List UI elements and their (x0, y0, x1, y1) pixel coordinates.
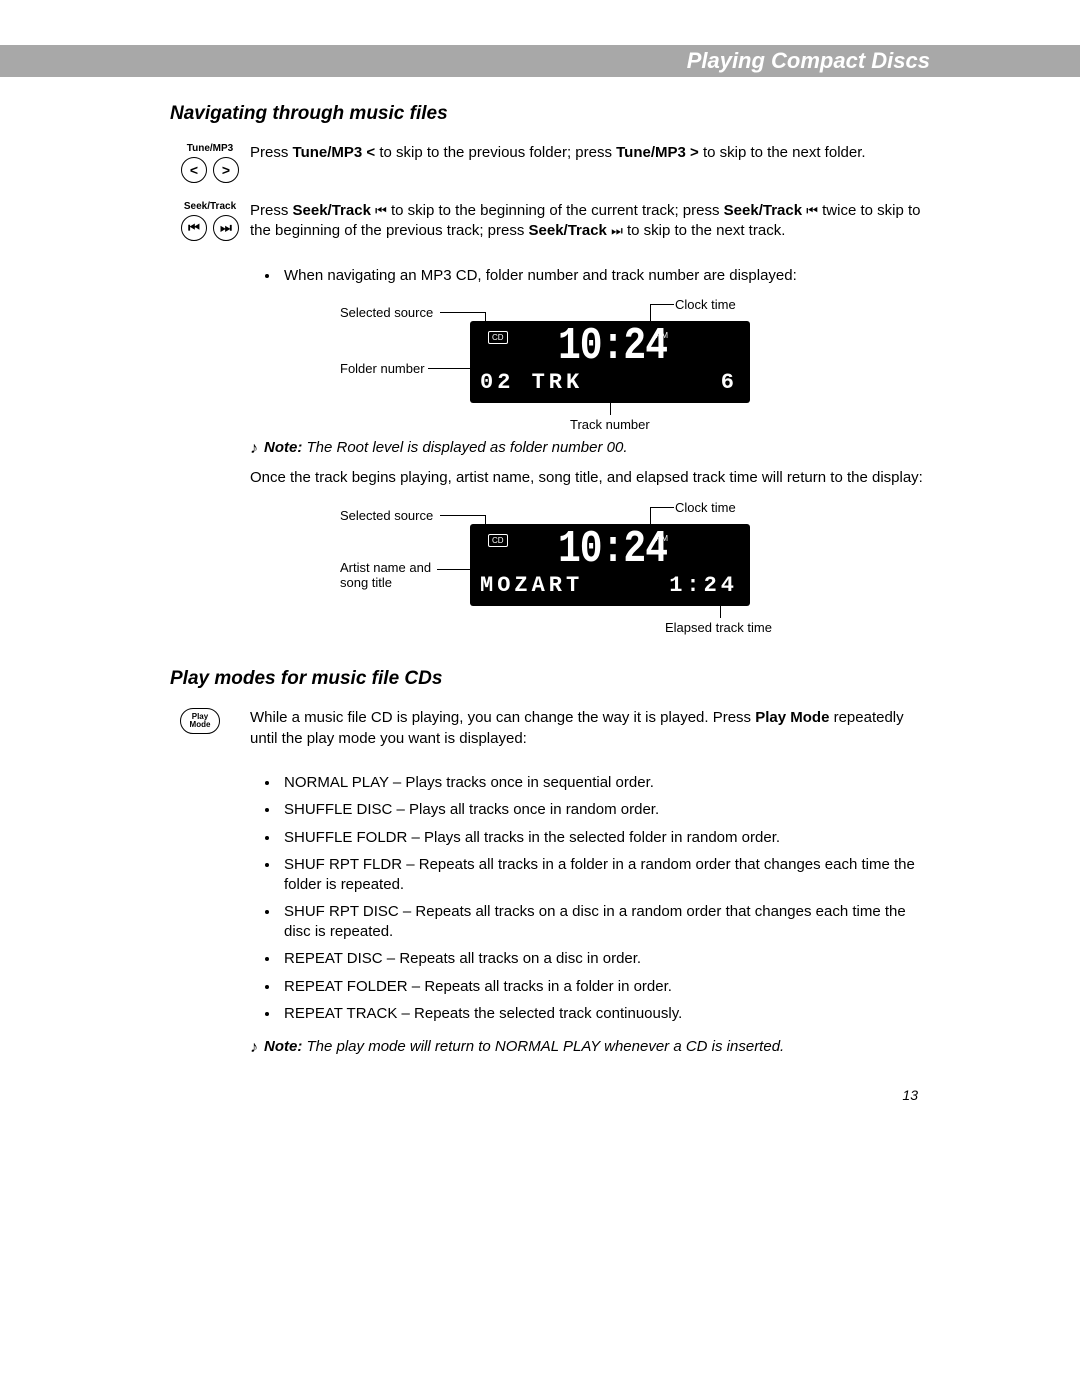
section-heading-navigating: Navigating through music files (170, 103, 930, 125)
lcd-clock: 10:24 (558, 321, 667, 373)
nav-bullet-list: When navigating an MP3 CD, folder number… (280, 266, 930, 286)
page-header: Playing Compact Discs (0, 45, 1080, 77)
callout-artist-a: Artist name and (340, 560, 431, 576)
playmode-list: NORMAL PLAY – Plays tracks once in seque… (280, 773, 930, 1024)
lcd-clock: 10:24 (558, 524, 667, 576)
page-number: 13 (170, 1087, 930, 1103)
playmode-item: REPEAT TRACK – Repeats the selected trac… (280, 1004, 930, 1024)
seek-next-button[interactable]: ⏭ (213, 215, 239, 241)
lcd-track: 6 (721, 370, 738, 395)
lcd-ampm: AM (656, 331, 668, 340)
lcd-bottom-row: MOZART 1:24 (480, 573, 738, 598)
lcd-display-2: Selected source Clock time Artist name a… (340, 502, 780, 642)
tune-button-group: Tune/MP3 < > (170, 143, 250, 183)
callout-folder: Folder number (340, 361, 425, 377)
playmode-item: SHUF RPT FLDR – Repeats all tracks in a … (280, 855, 930, 894)
nav-bullet-item: When navigating an MP3 CD, folder number… (280, 266, 930, 286)
playmode-item: NORMAL PLAY – Plays tracks once in seque… (280, 773, 930, 793)
playmode-intro: While a music file CD is playing, you ca… (250, 708, 930, 755)
lcd-display-1: Selected source Clock time Folder number… (340, 299, 780, 429)
skip-fwd-icon: ⏭ (611, 223, 623, 238)
tune-row: Tune/MP3 < > Press Tune/MP3 < to skip to… (170, 143, 930, 183)
playback-display-intro: Once the track begins playing, artist na… (250, 468, 930, 488)
lcd-elapsed: 1:24 (669, 573, 738, 598)
playmode-item: REPEAT FOLDER – Repeats all tracks in a … (280, 977, 930, 997)
note-icon: ♪ (250, 439, 258, 458)
playmode-button-col: PlayMode (170, 708, 230, 734)
callout-artist-b: song title (340, 575, 392, 591)
callout-track: Track number (570, 417, 650, 433)
note-icon: ♪ (250, 1038, 258, 1057)
callout-source: Selected source (340, 305, 433, 321)
skip-back-icon: ⏮ (806, 203, 818, 218)
callout-elapsed: Elapsed track time (665, 620, 772, 636)
tune-label: Tune/MP3 (170, 143, 250, 154)
section-heading-playmodes: Play modes for music file CDs (170, 668, 930, 690)
lcd-bottom-row: 02 TRK 6 (480, 370, 738, 395)
seek-row: Seek/Track ⏮ ⏭ Press Seek/Track ⏮ to ski… (170, 201, 930, 248)
callout-clock: Clock time (675, 297, 736, 313)
note-playmode-reset: ♪ Note: The play mode will return to NOR… (250, 1038, 930, 1057)
lcd-panel: CD 10:24 AM 02 TRK 6 (470, 321, 750, 403)
lcd-source-badge: CD (488, 331, 508, 344)
skip-back-icon: ⏮ (375, 203, 387, 218)
seek-prev-button[interactable]: ⏮ (181, 215, 207, 241)
lcd-folder: 02 TRK (480, 370, 583, 395)
playmode-item: SHUFFLE DISC – Plays all tracks once in … (280, 800, 930, 820)
note-root-folder: ♪ Note: The Root level is displayed as f… (250, 439, 930, 458)
tune-text: Press Tune/MP3 < to skip to the previous… (250, 143, 930, 169)
callout-clock: Clock time (675, 500, 736, 516)
callout-source: Selected source (340, 508, 433, 524)
lcd-artist: MOZART (480, 573, 583, 598)
playmode-row: PlayMode While a music file CD is playin… (170, 708, 930, 755)
tune-prev-button[interactable]: < (181, 157, 207, 183)
tune-next-button[interactable]: > (213, 157, 239, 183)
playmode-item: SHUFFLE FOLDR – Plays all tracks in the … (280, 828, 930, 848)
skip-back-icon: ⏮ (188, 220, 200, 236)
seek-button-group: Seek/Track ⏮ ⏭ (170, 201, 250, 241)
seek-label: Seek/Track (170, 201, 250, 212)
page-header-title: Playing Compact Discs (687, 48, 930, 74)
lcd-ampm: AM (656, 534, 668, 543)
seek-text: Press Seek/Track ⏮ to skip to the beginn… (250, 201, 930, 248)
play-mode-button[interactable]: PlayMode (180, 708, 220, 734)
skip-fwd-icon: ⏭ (220, 220, 232, 236)
lcd-panel: CD 10:24 AM MOZART 1:24 (470, 524, 750, 606)
playmode-item: REPEAT DISC – Repeats all tracks on a di… (280, 949, 930, 969)
page-content: Navigating through music files Tune/MP3 … (0, 77, 1080, 1143)
lcd-source-badge: CD (488, 534, 508, 547)
playmode-item: SHUF RPT DISC – Repeats all tracks on a … (280, 902, 930, 941)
